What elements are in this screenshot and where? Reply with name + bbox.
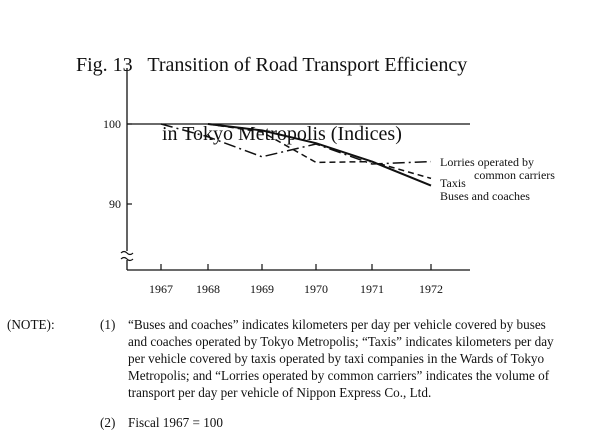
y-tick-label-90: 90 xyxy=(109,197,121,211)
x-tick-label-1969: 1969 xyxy=(250,282,274,296)
line-chart: 100 90 1967 1968 1969 1970 1971 1972 Lor… xyxy=(103,68,555,296)
x-tick-label-1967: 1967 xyxy=(149,282,173,296)
note-2-number: (2) xyxy=(100,415,116,430)
series-labels: Lorries operated by common carriers Taxi… xyxy=(440,155,555,203)
note-1-text: “Buses and coaches” indicates kilometers… xyxy=(128,317,554,400)
series-label-lorries-line-2: common carriers xyxy=(474,168,555,182)
note-2-text: Fiscal 1967 = 100 xyxy=(128,415,223,430)
axis-break-symbol-lower xyxy=(120,256,134,262)
series-layer xyxy=(160,123,432,187)
x-tick-label-1970: 1970 xyxy=(304,282,328,296)
axis-break-symbol-upper xyxy=(120,250,134,256)
series-line-lorries-operated-by-common-carriers xyxy=(160,123,432,165)
x-axis: 1967 1968 1969 1970 1971 1972 xyxy=(127,264,470,296)
series-line-taxis xyxy=(207,123,432,180)
series-label-lorries-line-1: Lorries operated by xyxy=(440,155,534,169)
note-1-number: (1) xyxy=(100,317,116,332)
figure-title-line-1: Fig. 13 Transition of Road Transport Eff… xyxy=(76,54,468,76)
y-tick-label-100: 100 xyxy=(103,117,121,131)
series-line-buses-and-coaches xyxy=(207,123,432,187)
x-tick-label-1971: 1971 xyxy=(360,282,384,296)
series-label-buses: Buses and coaches xyxy=(440,189,530,203)
x-tick-label-1972: 1972 xyxy=(419,282,443,296)
note-label: (NOTE): xyxy=(7,317,55,332)
x-tick-label-1968: 1968 xyxy=(196,282,220,296)
y-axis: 100 90 xyxy=(103,68,134,270)
series-label-taxis: Taxis xyxy=(440,176,466,190)
